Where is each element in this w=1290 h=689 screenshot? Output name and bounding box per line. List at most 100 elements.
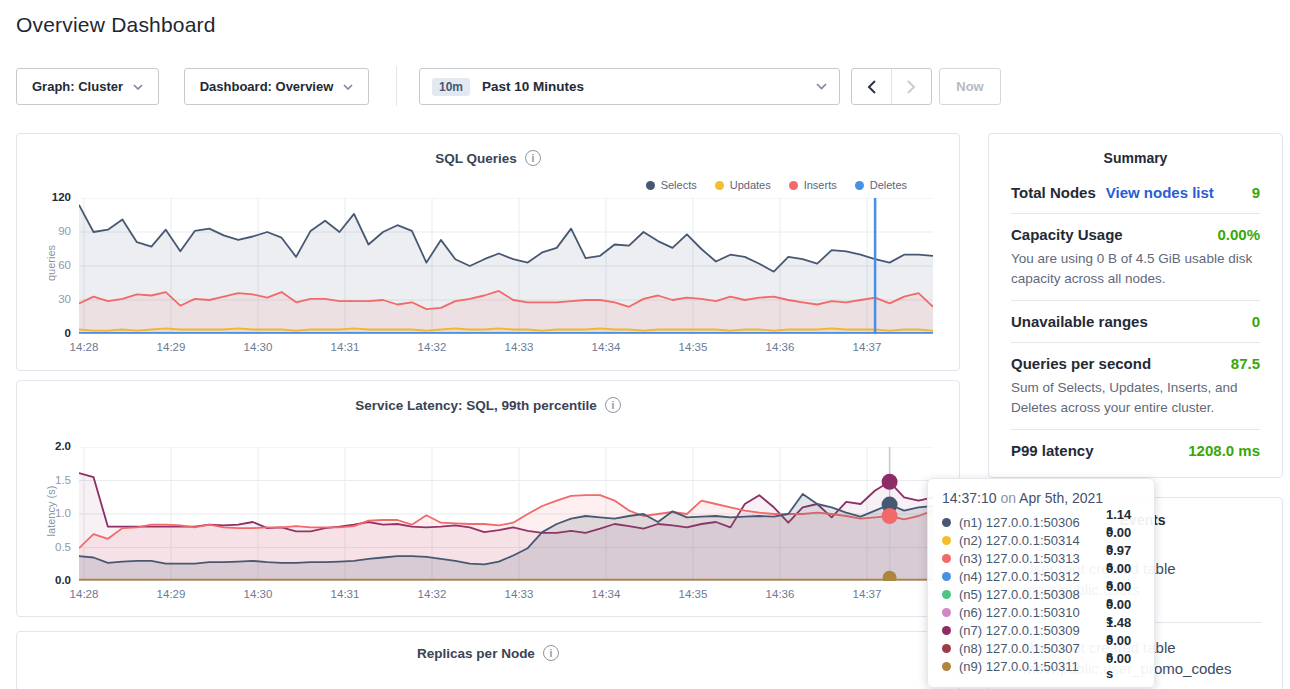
node-address: (n3) 127.0.0.1:50313 bbox=[959, 551, 1106, 566]
node-color-dot bbox=[942, 662, 951, 671]
p99-latency-row: P99 latency 1208.0 ms bbox=[1011, 442, 1260, 459]
node-address: (n7) 127.0.0.1:50309 bbox=[959, 623, 1106, 638]
next-button[interactable] bbox=[892, 69, 931, 104]
legend-label: Updates bbox=[730, 179, 771, 191]
capacity-usage-row: Capacity Usage 0.00% bbox=[1011, 226, 1260, 243]
legend-dot bbox=[789, 181, 798, 190]
y-tick-label: 0.0 bbox=[33, 574, 71, 586]
legend-item[interactable]: Updates bbox=[715, 179, 771, 191]
x-tick-label: 14:30 bbox=[236, 341, 280, 353]
legend-dot bbox=[646, 181, 655, 190]
sql-queries-plot[interactable] bbox=[79, 198, 933, 334]
node-color-dot bbox=[942, 608, 951, 617]
divider bbox=[1011, 342, 1260, 343]
overview-dashboard-page: Overview Dashboard Graph: Cluster Dashbo… bbox=[0, 0, 1290, 689]
node-color-dot bbox=[942, 536, 951, 545]
summary-value: 87.5 bbox=[1231, 355, 1260, 372]
tooltip-timestamp: 14:37:10 on Apr 5th, 2021 bbox=[942, 490, 1140, 506]
prev-button[interactable] bbox=[852, 69, 892, 104]
node-address: (n1) 127.0.0.1:50306 bbox=[959, 515, 1106, 530]
x-tick-label: 14:33 bbox=[497, 341, 541, 353]
sql-queries-card: SQL Queries i Selects Updates Inserts Delet… bbox=[16, 133, 960, 371]
y-tick-label: 30 bbox=[33, 293, 71, 305]
node-color-dot bbox=[942, 518, 951, 527]
y-tick-label: 0.5 bbox=[33, 541, 71, 553]
view-nodes-link[interactable]: View nodes list bbox=[1106, 184, 1214, 201]
node-color-dot bbox=[942, 590, 951, 599]
node-address: (n9) 127.0.0.1:50311 bbox=[959, 659, 1106, 674]
dashboard-dropdown[interactable]: Dashboard: Overview bbox=[184, 68, 369, 105]
time-range-badge: 10m bbox=[432, 78, 470, 96]
x-tick-label: 14:34 bbox=[584, 341, 628, 353]
node-address: (n8) 127.0.0.1:50307 bbox=[959, 641, 1106, 656]
tooltip-row: (n9) 127.0.0.1:503110.00 s bbox=[942, 657, 1140, 675]
node-color-dot bbox=[942, 626, 951, 635]
x-tick-label: 14:37 bbox=[845, 588, 889, 600]
x-tick-label: 14:34 bbox=[584, 588, 628, 600]
summary-value: 1208.0 ms bbox=[1188, 442, 1260, 459]
divider bbox=[1011, 300, 1260, 301]
chart-title: Replicas per Node bbox=[417, 646, 535, 661]
x-tick-label: 14:32 bbox=[410, 588, 454, 600]
legend-label: Inserts bbox=[804, 179, 837, 191]
node-address: (n6) 127.0.0.1:50310 bbox=[959, 605, 1106, 620]
time-pager bbox=[851, 68, 932, 105]
x-tick-label: 14:28 bbox=[62, 341, 106, 353]
divider bbox=[1011, 429, 1260, 430]
legend-label: Selects bbox=[661, 179, 697, 191]
summary-description: You are using 0 B of 4.5 GiB usable disk… bbox=[1011, 249, 1260, 288]
time-range-label: Past 10 Minutes bbox=[482, 79, 584, 94]
x-tick-label: 14:31 bbox=[323, 588, 367, 600]
summary-title: Summary bbox=[1011, 150, 1260, 166]
x-tick-label: 14:33 bbox=[497, 588, 541, 600]
service-latency-plot[interactable] bbox=[79, 447, 933, 581]
summary-label: Capacity Usage bbox=[1011, 226, 1123, 243]
x-tick-label: 14:29 bbox=[149, 588, 193, 600]
chart-legend: Selects Updates Inserts Deletes bbox=[646, 179, 907, 191]
graph-dropdown[interactable]: Graph: Cluster bbox=[16, 68, 159, 105]
chart-tooltip: 14:37:10 on Apr 5th, 2021 (n1) 127.0.0.1… bbox=[927, 478, 1155, 688]
legend-item[interactable]: Deletes bbox=[855, 179, 907, 191]
x-tick-label: 14:31 bbox=[323, 341, 367, 353]
y-tick-label: 60 bbox=[33, 259, 71, 271]
info-icon[interactable]: i bbox=[543, 645, 559, 661]
node-color-dot bbox=[942, 554, 951, 563]
y-tick-label: 0 bbox=[33, 327, 71, 339]
page-title: Overview Dashboard bbox=[16, 13, 216, 37]
summary-panel: Summary Total Nodes View nodes list 9 Ca… bbox=[988, 133, 1283, 478]
y-tick-label: 2.0 bbox=[33, 440, 71, 452]
summary-label: Unavailable ranges bbox=[1011, 313, 1148, 330]
legend-item[interactable]: Selects bbox=[646, 179, 697, 191]
node-color-dot bbox=[942, 572, 951, 581]
service-latency-card: Service Latency: SQL, 99th percentile i … bbox=[16, 380, 960, 617]
divider bbox=[1011, 213, 1260, 214]
x-tick-label: 14:35 bbox=[671, 341, 715, 353]
chart-title: Service Latency: SQL, 99th percentile bbox=[355, 398, 597, 413]
summary-value: 9 bbox=[1252, 184, 1260, 201]
summary-description: Sum of Selects, Updates, Inserts, and De… bbox=[1011, 378, 1260, 417]
x-tick-label: 14:29 bbox=[149, 341, 193, 353]
node-address: (n5) 127.0.0.1:50308 bbox=[959, 587, 1106, 602]
chevron-right-icon bbox=[907, 80, 916, 94]
x-tick-label: 14:28 bbox=[62, 588, 106, 600]
legend-item[interactable]: Inserts bbox=[789, 179, 837, 191]
chart-title: SQL Queries bbox=[435, 151, 517, 166]
summary-value: 0.00% bbox=[1217, 226, 1260, 243]
time-range-dropdown[interactable]: 10m Past 10 Minutes bbox=[419, 68, 840, 105]
info-icon[interactable]: i bbox=[605, 397, 621, 413]
chevron-down-icon bbox=[133, 84, 143, 90]
info-icon[interactable]: i bbox=[525, 150, 541, 166]
chevron-down-icon bbox=[343, 84, 353, 90]
now-button[interactable]: Now bbox=[939, 68, 1001, 105]
y-tick-label: 1.0 bbox=[33, 507, 71, 519]
graph-dropdown-label: Graph: Cluster bbox=[32, 79, 123, 94]
x-tick-label: 14:35 bbox=[671, 588, 715, 600]
x-tick-label: 14:36 bbox=[758, 341, 802, 353]
legend-label: Deletes bbox=[870, 179, 907, 191]
total-nodes-row: Total Nodes View nodes list 9 bbox=[1011, 184, 1260, 201]
x-tick-label: 14:37 bbox=[845, 341, 889, 353]
node-address: (n2) 127.0.0.1:50314 bbox=[959, 533, 1106, 548]
x-tick-label: 14:30 bbox=[236, 588, 280, 600]
dashboard-dropdown-label: Dashboard: Overview bbox=[200, 79, 334, 94]
summary-label: P99 latency bbox=[1011, 442, 1094, 459]
